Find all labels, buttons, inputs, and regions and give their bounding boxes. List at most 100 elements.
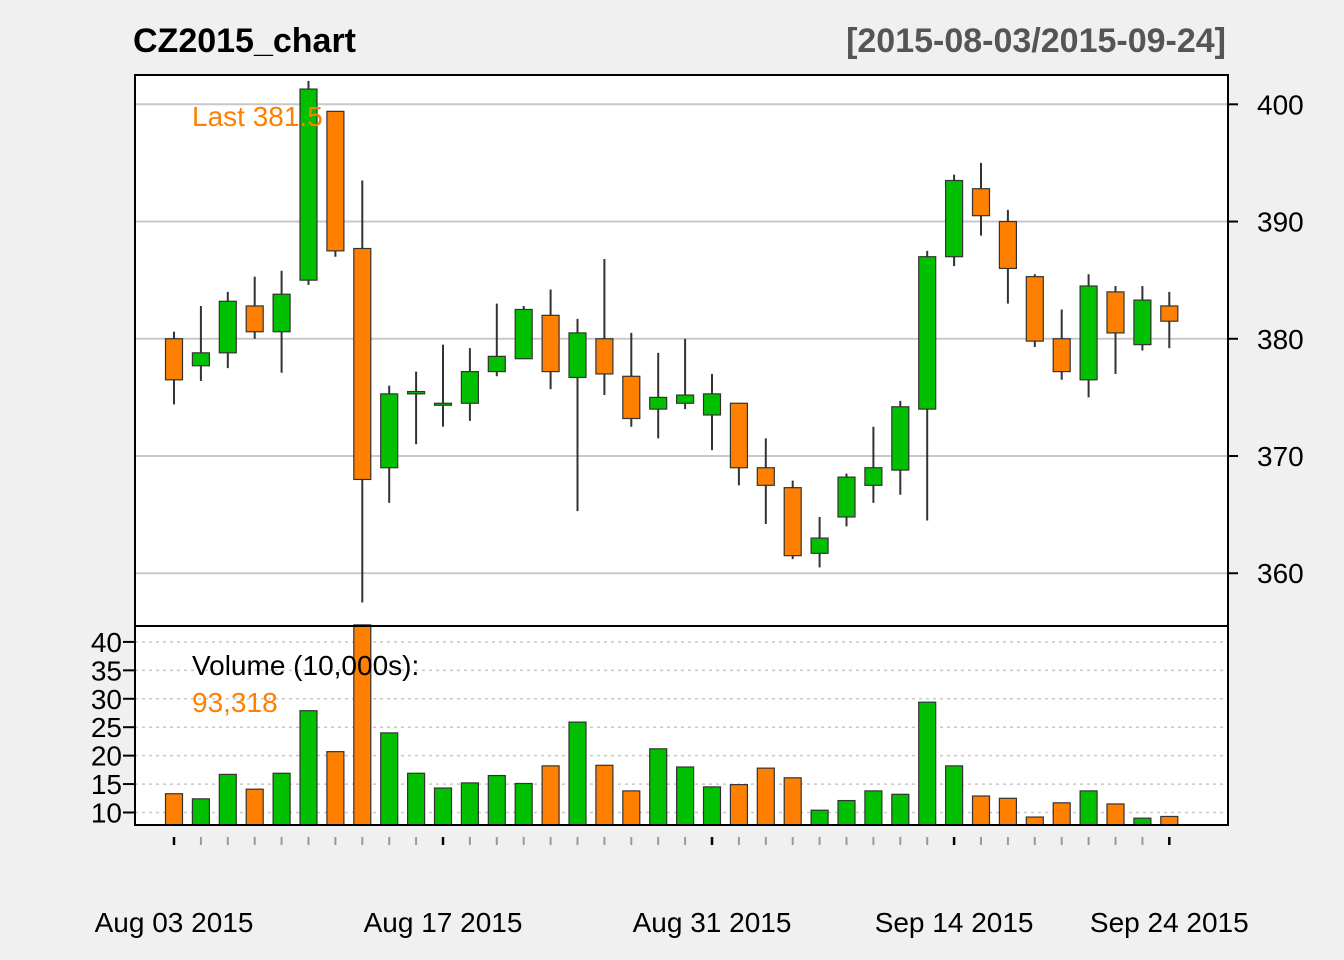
volume-bar	[622, 790, 641, 826]
volume-bar	[1052, 802, 1071, 826]
candle-body	[326, 110, 345, 252]
price-tick-label: 360	[1257, 558, 1304, 589]
candle-body	[272, 293, 291, 333]
volume-bar	[649, 748, 668, 826]
volume-tick-label: 25	[91, 712, 122, 743]
volume-bar	[1106, 803, 1125, 826]
price-axis: 400 390 380 370 360	[1228, 89, 1304, 589]
volume-tick-label: 40	[91, 627, 122, 658]
candle-body	[380, 393, 399, 469]
candle-body	[971, 188, 991, 217]
volume-bar	[971, 795, 991, 826]
volume-bar	[191, 798, 210, 826]
volume-bar	[433, 787, 453, 826]
candle-body	[622, 375, 641, 420]
volume-bar	[810, 809, 829, 826]
last-price-label: Last 381.5	[192, 101, 323, 132]
candle-body	[1052, 338, 1071, 373]
volume-bar	[1133, 817, 1152, 826]
candles	[164, 80, 1179, 603]
volume-label: Volume (10,000s):	[192, 650, 419, 681]
x-tick-label: Sep 24 2015	[1090, 907, 1249, 938]
volume-bar	[299, 710, 318, 826]
candle-body	[783, 487, 802, 557]
candle-body	[514, 308, 533, 360]
volume-bar	[702, 786, 722, 826]
volume-bar	[891, 793, 910, 826]
price-tick-label: 380	[1257, 324, 1304, 355]
volume-bar	[756, 767, 775, 826]
x-tick-label: Sep 14 2015	[875, 907, 1034, 938]
candle-body	[164, 338, 184, 381]
candle-body	[595, 338, 614, 375]
candle-body	[649, 396, 668, 410]
x-tick-label: Aug 17 2015	[364, 907, 523, 938]
volume-bar	[837, 799, 856, 826]
volume-bar	[595, 764, 614, 826]
x-tick-label: Aug 31 2015	[633, 907, 792, 938]
candle-body	[568, 332, 587, 379]
volume-bar	[944, 765, 964, 826]
candle-body	[433, 402, 453, 406]
volume-bar	[568, 721, 587, 826]
x-axis: Aug 03 2015 Aug 17 2015 Aug 31 2015 Sep 14 …	[95, 837, 1249, 938]
candle-body	[460, 371, 479, 404]
volume-tick-label: 10	[91, 797, 122, 828]
volume-panel-border	[134, 625, 1229, 826]
volume-bar	[729, 784, 749, 826]
volume-bar	[245, 788, 264, 826]
volume-bar	[675, 766, 695, 826]
candle-body	[1025, 276, 1044, 342]
volume-bar	[487, 774, 506, 826]
volume-bar	[1025, 816, 1044, 826]
price-tick-label: 390	[1257, 207, 1304, 238]
volume-tick-label: 15	[91, 769, 122, 800]
volume-bar	[864, 790, 883, 826]
volume-bar	[1079, 790, 1098, 826]
candle-body	[541, 314, 560, 373]
volume-tick-label: 30	[91, 684, 122, 715]
chart-title: CZ2015_chart	[133, 22, 356, 60]
candle-body	[675, 394, 695, 404]
volume-bar	[998, 797, 1018, 826]
volume-bar	[918, 701, 937, 826]
volume-bar	[218, 773, 237, 826]
volume-bar	[541, 765, 560, 826]
candle-body	[837, 476, 856, 518]
volume-bar	[164, 793, 184, 826]
candle-body	[245, 305, 264, 333]
volume-bar	[514, 782, 533, 826]
candle-body	[191, 352, 210, 367]
candle-body	[1133, 299, 1152, 346]
volume-bar	[272, 772, 291, 826]
date-range: [2015-08-03/2015-09-24]	[846, 22, 1226, 60]
candle-body	[353, 247, 372, 481]
volume-bar	[460, 782, 479, 826]
candle-body	[218, 300, 237, 354]
candle-body	[299, 88, 318, 281]
candle-body	[891, 406, 910, 471]
candle-body	[729, 402, 749, 469]
x-tick-label: Aug 03 2015	[95, 907, 254, 938]
candle-body	[1160, 305, 1179, 322]
candle-body	[407, 390, 426, 395]
volume-bar	[1160, 815, 1179, 826]
candle-body	[810, 537, 829, 554]
volume-bar	[326, 751, 345, 826]
volume-bar	[783, 777, 802, 826]
volume-last-value: 93,318	[192, 687, 278, 718]
price-tick-label: 370	[1257, 441, 1304, 472]
volume-tick-label: 20	[91, 741, 122, 772]
volume-bar	[380, 732, 399, 826]
candle-body	[918, 256, 937, 410]
candle-body	[864, 467, 883, 486]
price-tick-label: 400	[1257, 89, 1304, 120]
volume-bar	[407, 772, 426, 826]
candle-body	[944, 179, 964, 258]
candle-body	[756, 467, 775, 486]
volume-tick-label: 35	[91, 655, 122, 686]
candle-body	[702, 393, 722, 416]
candle-body	[1106, 291, 1125, 334]
